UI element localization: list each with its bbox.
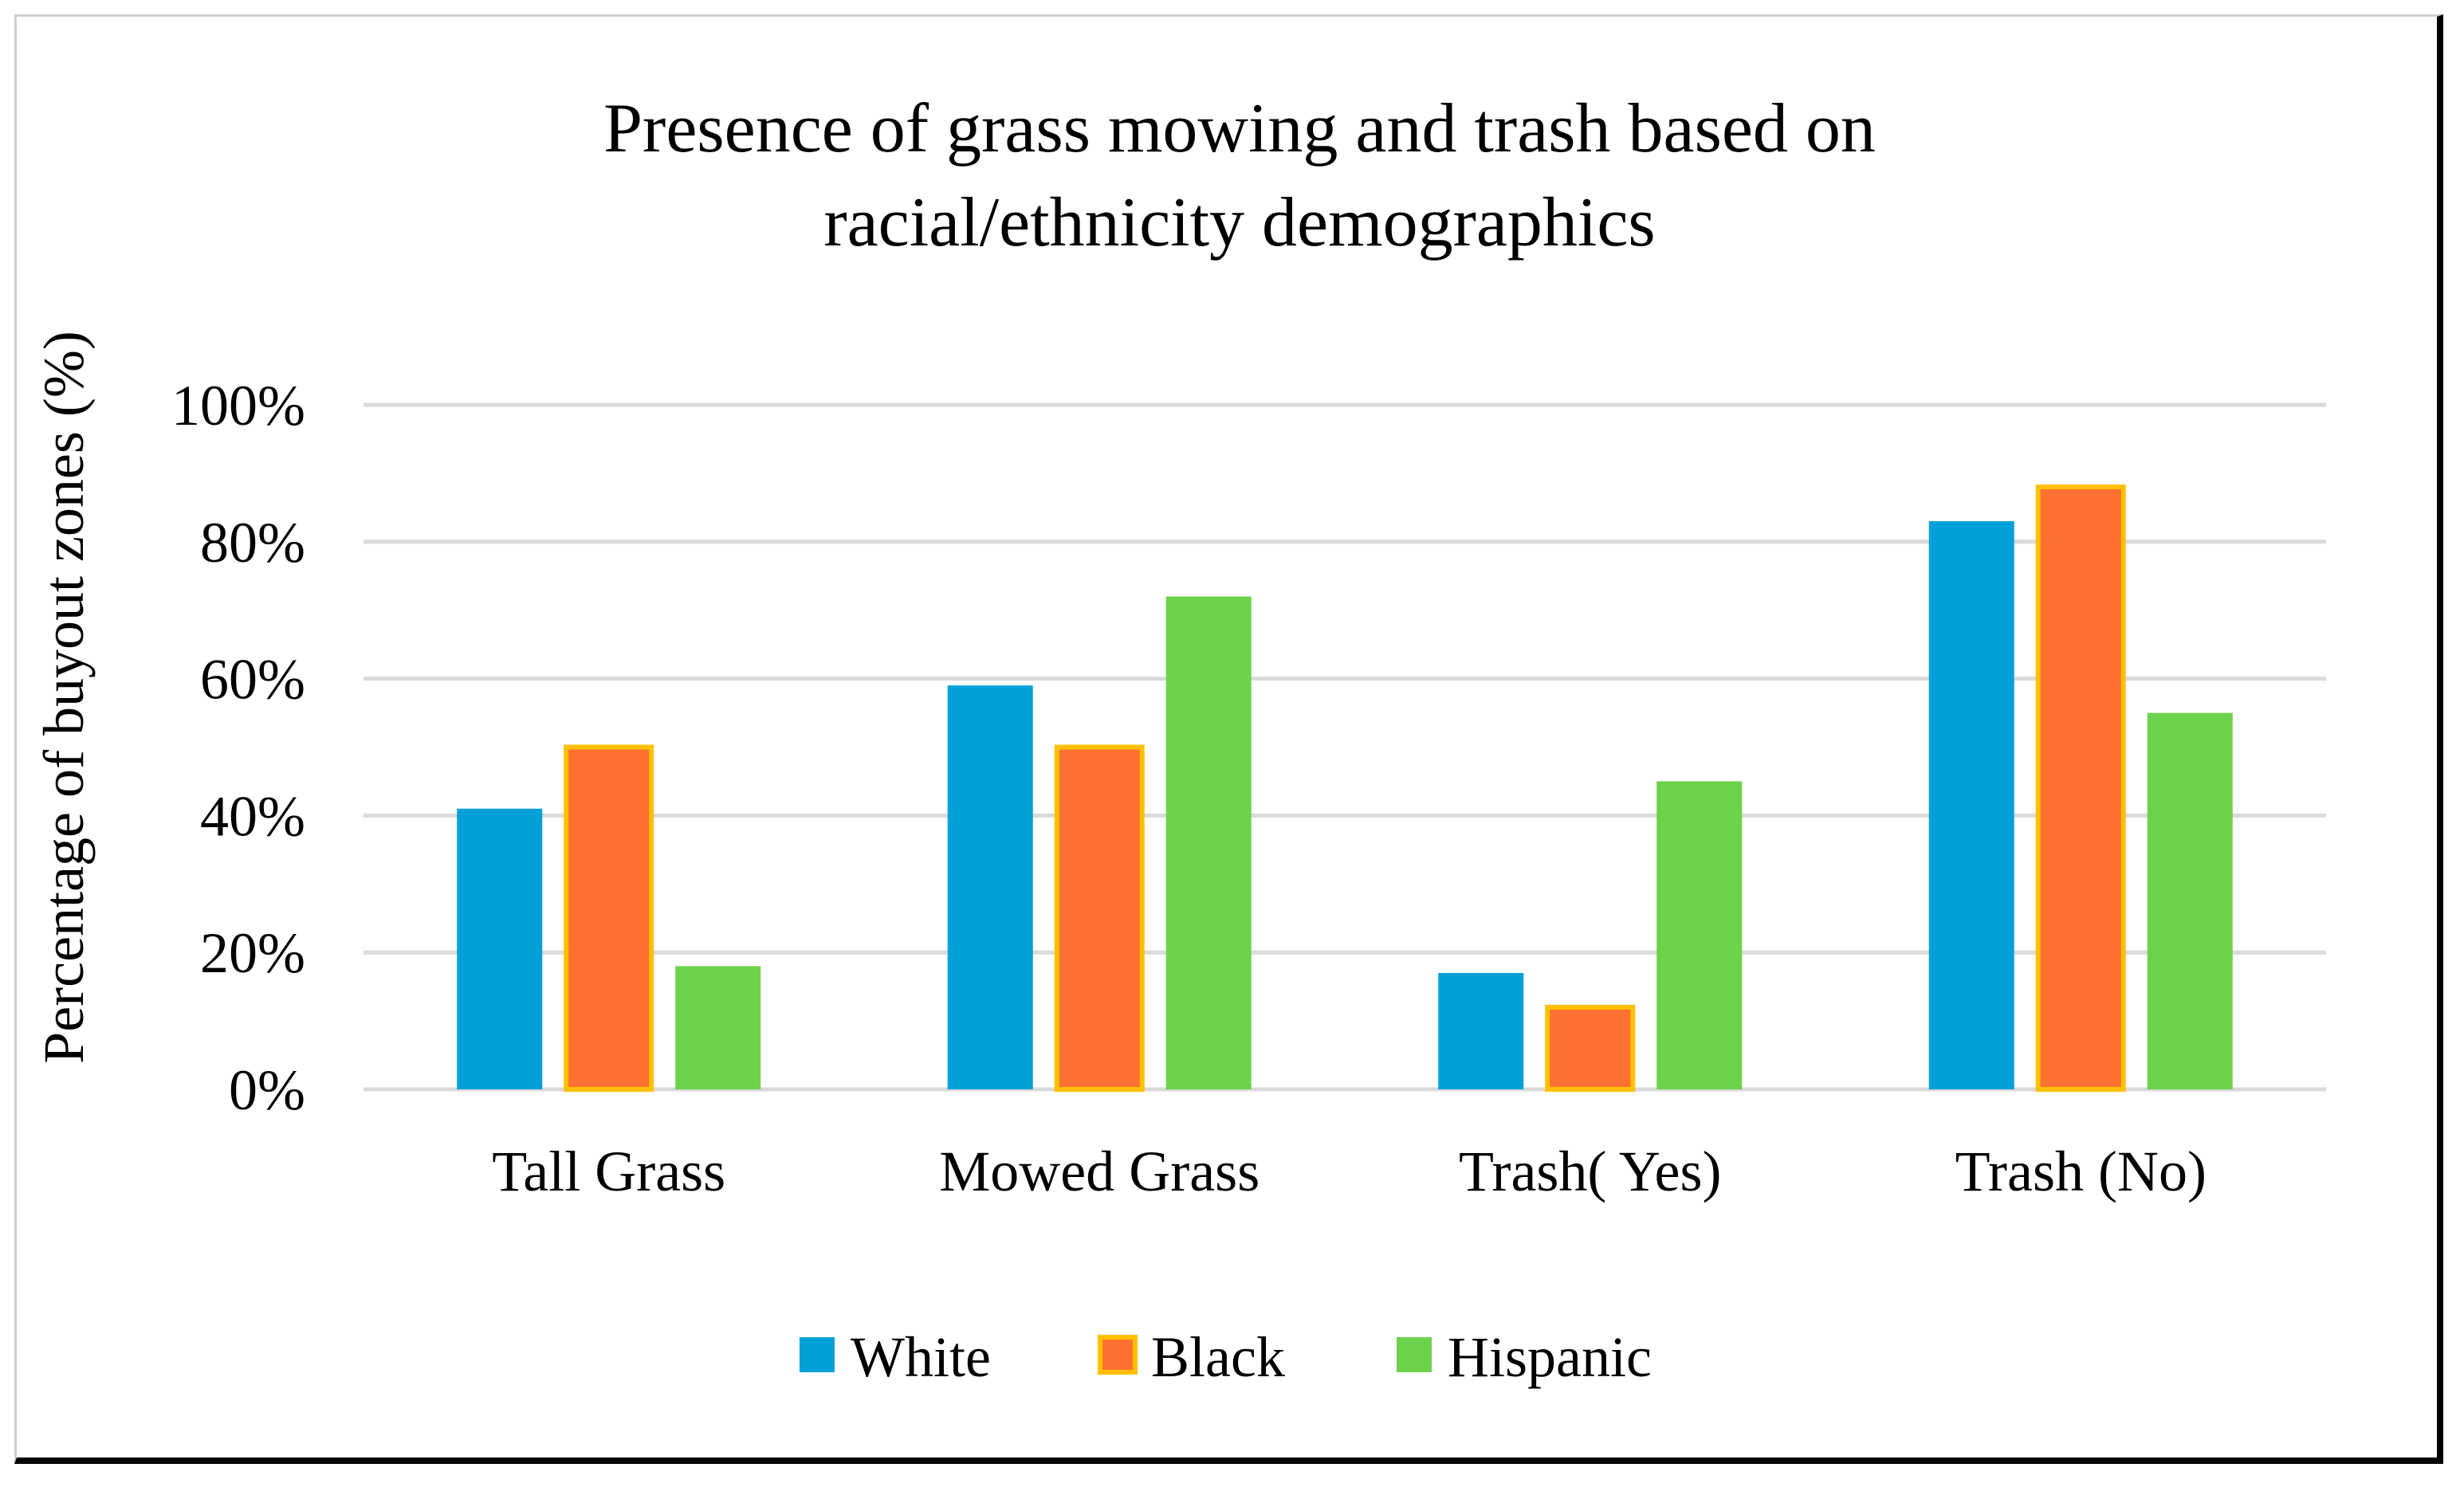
y-tick-label: 40% (200, 784, 305, 848)
y-tick-label: 0% (229, 1058, 305, 1122)
bar-black-mowed-grass (1054, 744, 1145, 1092)
legend: White Black Hispanic (800, 1325, 1652, 1389)
legend-swatch-black (1098, 1335, 1138, 1375)
bar-black-trash-no (2035, 485, 2126, 1092)
x-tick-label: Trash( Yes) (1459, 1140, 1721, 1203)
bar-black-trash-yes (1545, 1004, 1636, 1093)
bar-hispanic-tall-grass (675, 966, 761, 1089)
x-tick-label: Mowed Grass (939, 1140, 1260, 1203)
bar-white-trash-yes (1438, 972, 1524, 1089)
y-tick-label: 20% (200, 921, 305, 985)
bar-white-tall-grass (457, 808, 543, 1089)
bar-hispanic-trash-no (2147, 712, 2233, 1089)
x-tick-label: Tall Grass (492, 1140, 725, 1203)
chart-title-line-2: racial/ethnicity demographics (823, 184, 1655, 261)
bar-white-trash-no (1928, 521, 2014, 1089)
x-tick-label: Trash (No) (1955, 1140, 2207, 1203)
chart-title-line-1: Presence of grass mowing and trash based… (603, 90, 1876, 167)
bar-hispanic-mowed-grass (1165, 596, 1252, 1089)
y-tick-label: 60% (200, 648, 305, 712)
y-axis-ticks: 0% 20% 40% 60% 80% 100% (171, 374, 305, 1122)
legend-label-hispanic: Hispanic (1448, 1325, 1652, 1389)
bar-hispanic-trash-yes (1656, 781, 1743, 1089)
bars (457, 485, 2233, 1093)
legend-label-white: White (851, 1325, 991, 1389)
legend-swatch-hispanic (1397, 1337, 1432, 1372)
y-tick-label: 80% (200, 511, 305, 575)
y-tick-label: 100% (171, 374, 305, 437)
y-axis-label: Percentage of buyout zones (%) (32, 331, 96, 1064)
chart-title: Presence of grass mowing and trash based… (603, 90, 1876, 261)
legend-swatch-white (800, 1337, 835, 1372)
x-axis-ticks: Tall Grass Mowed Grass Trash( Yes) Trash (N… (492, 1140, 2207, 1203)
bar-white-mowed-grass (947, 685, 1033, 1089)
bar-black-tall-grass (564, 744, 654, 1092)
legend-label-black: Black (1151, 1325, 1285, 1389)
gridlines (364, 402, 2326, 1092)
